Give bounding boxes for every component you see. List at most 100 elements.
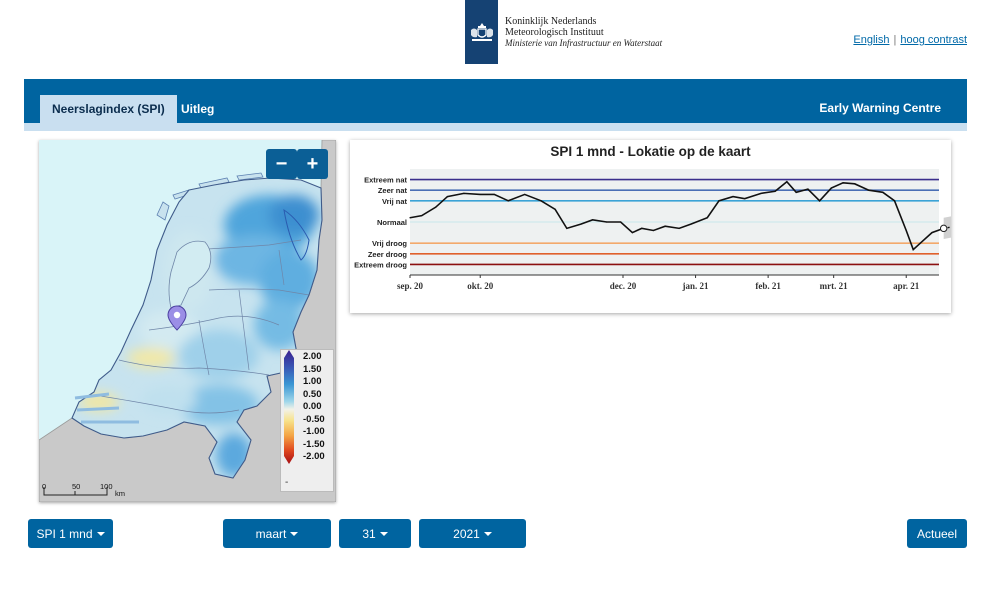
reference-label: Normaal (377, 218, 407, 227)
x-tick-label: sep. 20 (397, 281, 424, 291)
year-select[interactable]: 2021 (419, 519, 526, 548)
scale-bar-line (43, 487, 108, 496)
legend-extra: - (285, 477, 289, 488)
data-point (893, 200, 896, 202)
day-label: 31 (362, 526, 376, 541)
link-separator: | (893, 34, 897, 46)
data-point (819, 200, 821, 202)
data-point (690, 223, 692, 225)
zeeland-estuaries (74, 392, 139, 424)
island-ameland (236, 172, 264, 181)
data-point (554, 208, 556, 210)
data-point (591, 219, 594, 221)
data-point (606, 221, 608, 223)
top-links: English | hoog contrast (853, 34, 967, 46)
reference-label: Zeer nat (378, 186, 408, 195)
data-point (774, 190, 776, 192)
data-point (882, 191, 884, 193)
data-point (931, 232, 933, 234)
data-point (421, 215, 423, 217)
data-point (540, 200, 542, 202)
logo-text: Koninklijk Nederlands Meteorologisch Ins… (505, 16, 662, 49)
data-point (868, 189, 870, 191)
netherlands-outline (71, 177, 323, 479)
scale-label: 0 (42, 482, 47, 491)
legend-value: -2.00 (303, 451, 325, 462)
x-tick-label: jan. 21 (682, 281, 710, 291)
data-point (842, 182, 844, 184)
high-contrast-link[interactable]: hoog contrast (900, 34, 967, 46)
legend-value: 1.50 (303, 363, 322, 375)
legend-value: 2.00 (303, 351, 322, 362)
reference-label: Extreem nat (364, 176, 407, 185)
map-panel[interactable]: − + (39, 140, 336, 502)
data-point (795, 191, 797, 193)
legend-value: -1.00 (303, 426, 325, 437)
x-tick-label: okt. 20 (467, 281, 494, 291)
data-point (566, 227, 568, 229)
data-point (919, 242, 921, 244)
scale-label: 50 (72, 482, 81, 491)
data-point (507, 200, 509, 202)
data-point (718, 200, 720, 202)
spi-period-select[interactable]: SPI 1 mnd (28, 519, 113, 548)
data-point (664, 225, 666, 227)
data-point (479, 193, 481, 196)
spi-chart-panel: SPI 1 mnd - Lokatie op de kaart Extreem … (350, 140, 951, 313)
data-point (435, 206, 437, 208)
x-tick-label: dec. 20 (610, 281, 637, 291)
reference-label: Vrij droog (372, 239, 407, 248)
data-point (678, 227, 680, 229)
knmi-logo[interactable]: Koninklijk Nederlands Meteorologisch Ins… (465, 0, 662, 64)
data-point (706, 217, 708, 219)
year-label: 2021 (453, 526, 480, 541)
x-tick-label: apr. 21 (893, 281, 920, 291)
data-point (744, 198, 746, 200)
zoom-out-button[interactable]: − (266, 149, 297, 179)
month-select[interactable]: maart (223, 519, 331, 548)
data-point (446, 195, 449, 198)
reference-label: Extreem droog (354, 260, 407, 269)
caret-down-icon (290, 531, 299, 536)
day-select[interactable]: 31 (339, 519, 411, 548)
logo-line-3: Ministerie van Infrastructuur en Waterst… (505, 37, 663, 48)
island-texel (156, 201, 170, 221)
legend-value: 0.50 (303, 388, 322, 400)
location-pin-icon[interactable] (167, 305, 187, 331)
spi-map[interactable] (39, 140, 336, 502)
legend-value: 1.00 (303, 376, 322, 387)
x-tick-label: mrt. 21 (820, 281, 848, 291)
english-link[interactable]: English (853, 34, 890, 46)
early-warning-centre-link[interactable]: Early Warning Centre (819, 101, 941, 115)
x-tick-label: feb. 21 (755, 281, 781, 291)
data-point (631, 232, 633, 234)
data-point (830, 187, 832, 189)
legend-value: -1.50 (303, 438, 325, 450)
caret-down-icon (379, 531, 388, 536)
tab-neerslagindex[interactable]: Neerslagindex (SPI) (40, 95, 177, 123)
spi-period-label: SPI 1 mnd (36, 526, 93, 541)
scale-unit: km (115, 489, 125, 498)
data-point (493, 193, 495, 196)
forecast-band (943, 216, 951, 239)
navbar: Neerslagindex (SPI) Uitleg Early Warning… (24, 79, 967, 123)
data-point (580, 223, 582, 225)
data-point (760, 192, 762, 194)
logo-line-1: Koninklijk Nederlands (505, 15, 597, 27)
actueel-button[interactable]: Actueel (907, 519, 967, 548)
data-point (905, 229, 907, 232)
tab-uitleg[interactable]: Uitleg (181, 102, 215, 116)
data-point (463, 192, 465, 194)
current-point-marker (939, 224, 948, 233)
navbar-underline (24, 123, 967, 131)
data-point (912, 248, 914, 251)
month-label: maart (255, 526, 287, 541)
coat-of-arms-icon (465, 0, 498, 64)
zoom-in-button[interactable]: + (297, 149, 328, 179)
legend-colorbar (284, 350, 294, 464)
data-point (409, 217, 411, 219)
map-legend: 2.00 1.50 1.00 0.50 0.00 -0.50 -1.00 -1.… (280, 349, 334, 492)
legend-value: 0.00 (303, 401, 322, 412)
